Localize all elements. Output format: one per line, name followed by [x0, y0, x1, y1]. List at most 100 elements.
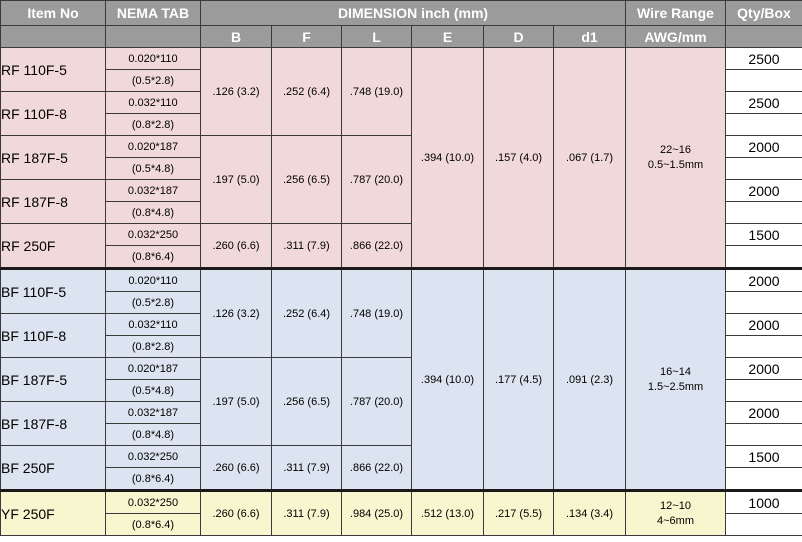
table-row: (0.8*6.4) — [1, 513, 802, 536]
dim-d: .217 (5.5) — [483, 489, 554, 536]
dim-f: .252 (6.4) — [271, 267, 342, 358]
item-name: BF 110F-5 — [0, 267, 106, 314]
qty-blank — [725, 423, 802, 446]
nema-tab-inch: 0.032*110 — [105, 313, 201, 336]
nema-tab-mm: (0.8*4.8) — [105, 423, 201, 446]
header-f: F — [271, 25, 342, 48]
header-qty-box: Qty/Box — [725, 0, 802, 26]
header-blank — [105, 25, 201, 48]
dim-e: .394 (10.0) — [411, 267, 484, 491]
item-name: BF 187F-5 — [0, 357, 106, 402]
header-dimension: DIMENSION inch (mm) — [200, 0, 626, 26]
qty-value: 1500 — [725, 223, 802, 246]
nema-tab-inch: 0.032*110 — [105, 91, 201, 114]
qty-value: 2500 — [725, 47, 802, 70]
table-row: (0.8*4.8) — [1, 423, 802, 446]
qty-value: 2000 — [725, 401, 802, 424]
qty-blank — [725, 245, 802, 269]
nema-tab-mm: (0.8*6.4) — [105, 513, 201, 536]
item-name: BF 187F-8 — [0, 401, 106, 446]
nema-tab-inch: 0.020*187 — [105, 357, 201, 380]
nema-tab-inch: 0.020*110 — [105, 267, 201, 292]
qty-value: 2000 — [725, 135, 802, 158]
nema-tab-mm: (0.8*6.4) — [105, 467, 201, 491]
dim-f: .256 (6.5) — [271, 135, 342, 224]
dim-b: .260 (6.6) — [200, 445, 272, 491]
header-nema-tab: NEMA TAB — [105, 0, 201, 26]
dim-l: .866 (22.0) — [341, 445, 412, 491]
header-l: L — [341, 25, 412, 48]
header-blank — [0, 25, 106, 48]
qty-blank — [725, 379, 802, 402]
table-row: (0.8*2.8) — [1, 113, 802, 136]
nema-tab-inch: 0.020*187 — [105, 135, 201, 158]
qty-value: 2000 — [725, 179, 802, 202]
table-row: (0.8*2.8) — [1, 335, 802, 358]
header-item-no: Item No — [0, 0, 106, 26]
qty-value: 1000 — [725, 489, 802, 514]
nema-tab-mm: (0.5*2.8) — [105, 69, 201, 92]
item-name: BF 250F — [0, 445, 106, 491]
wire-range: 12~10 4~6mm — [625, 489, 726, 536]
qty-blank — [725, 157, 802, 180]
dim-b: .126 (3.2) — [200, 267, 272, 358]
table-row: YF 250F 0.032*250 .260 (6.6) .311 (7.9) … — [0, 489, 802, 536]
dim-d: .157 (4.0) — [483, 47, 554, 269]
dim-f: .311 (7.9) — [271, 489, 342, 536]
table-row: (0.5*2.8) — [1, 69, 802, 92]
dim-l: .984 (25.0) — [341, 489, 412, 536]
item-name: RF 187F-5 — [0, 135, 106, 180]
table-row: RF 187F-5 0.020*187 .197 (5.0) .256 (6.5… — [0, 135, 802, 224]
item-name: BF 110F-8 — [0, 313, 106, 358]
header-d1: d1 — [553, 25, 626, 48]
dim-l: .748 (19.0) — [341, 47, 412, 136]
nema-tab-inch: 0.032*187 — [105, 401, 201, 424]
nema-tab-mm: (0.8*2.8) — [105, 335, 201, 358]
nema-tab-mm: (0.5*2.8) — [105, 291, 201, 314]
dim-f: .311 (7.9) — [271, 445, 342, 491]
table-row: (0.5*2.8) — [1, 291, 802, 314]
wire-awg: 12~10 — [660, 499, 691, 512]
table-row: BF 250F 0.032*250 .260 (6.6) .311 (7.9) … — [0, 445, 802, 491]
qty-value: 2500 — [725, 91, 802, 114]
dim-b: .126 (3.2) — [200, 47, 272, 136]
dim-f: .311 (7.9) — [271, 223, 342, 269]
qty-value: 2000 — [725, 313, 802, 336]
nema-tab-mm: (0.8*6.4) — [105, 245, 201, 269]
dim-e: .394 (10.0) — [411, 47, 484, 269]
dim-d1: .091 (2.3) — [553, 267, 626, 491]
dim-b: .260 (6.6) — [200, 489, 272, 536]
item-name: RF 250F — [0, 223, 106, 269]
table-row: RF 187F-8 0.032*187 2000 — [0, 179, 802, 224]
nema-tab-inch: 0.032*250 — [105, 223, 201, 246]
nema-tab-inch: 0.032*187 — [105, 179, 201, 202]
dim-b: .197 (5.0) — [200, 135, 272, 224]
qty-blank — [725, 291, 802, 314]
dim-l: .866 (22.0) — [341, 223, 412, 269]
qty-value: 1500 — [725, 445, 802, 468]
dim-f: .256 (6.5) — [271, 357, 342, 446]
wire-awg: 16~14 — [660, 365, 691, 378]
item-name: RF 110F-8 — [0, 91, 106, 136]
wire-range: 22~16 0.5~1.5mm — [625, 47, 726, 269]
nema-tab-inch: 0.032*250 — [105, 445, 201, 468]
table-row: BF 187F-8 0.032*187 2000 — [0, 401, 802, 446]
header-row-1: Item No NEMA TAB DIMENSION inch (mm) Wir… — [0, 0, 802, 26]
nema-tab-mm: (0.5*4.8) — [105, 379, 201, 402]
qty-blank — [725, 467, 802, 491]
nema-tab-inch: 0.020*110 — [105, 47, 201, 70]
header-e: E — [411, 25, 484, 48]
table-row: RF 110F-8 0.032*110 2500 — [0, 91, 802, 136]
dim-d1: .067 (1.7) — [553, 47, 626, 269]
item-name: YF 250F — [0, 489, 106, 536]
nema-tab-mm: (0.8*2.8) — [105, 113, 201, 136]
item-name: RF 187F-8 — [0, 179, 106, 224]
table-row: (0.8*6.4) — [1, 467, 802, 491]
table-row: (0.8*6.4) — [1, 245, 802, 269]
dim-l: .787 (20.0) — [341, 357, 412, 446]
header-b: B — [200, 25, 272, 48]
qty-blank — [725, 513, 802, 536]
dim-l: .787 (20.0) — [341, 135, 412, 224]
qty-value: 2000 — [725, 267, 802, 292]
